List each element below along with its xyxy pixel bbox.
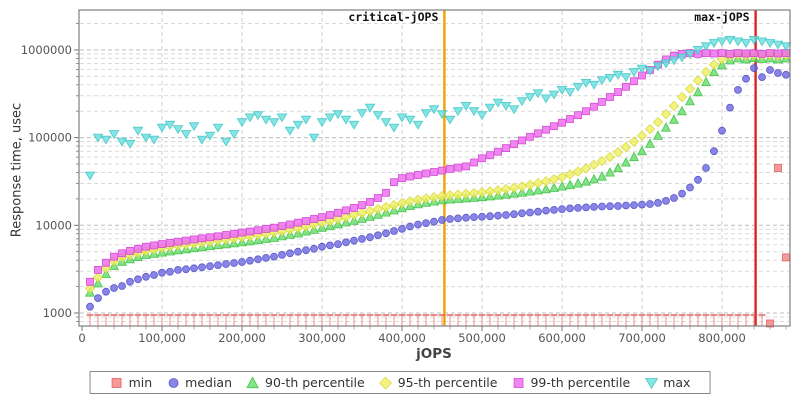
legend-marker-icon — [379, 376, 393, 389]
y-axis-title: Response time, usec — [9, 102, 25, 238]
series-95-th-percentile — [84, 49, 792, 294]
legend-item-max: max — [644, 375, 690, 390]
x-tick-label: 500,000 — [458, 331, 506, 345]
legend-item-label: 99-th percentile — [530, 375, 631, 390]
legend-marker-icon — [168, 377, 179, 388]
x-tick-label: 800,000 — [698, 331, 746, 345]
x-tick-label: 700,000 — [618, 331, 666, 345]
y-tick-label: 100000 — [28, 131, 72, 145]
series-median — [86, 64, 790, 311]
x-tick-label: 400,000 — [378, 331, 426, 345]
y-tick-label: 1000000 — [21, 43, 72, 57]
legend-item-label: 95-th percentile — [397, 375, 498, 390]
legend-item-label: max — [663, 375, 691, 390]
legend-item-90-th-percentile: 90-th percentile — [246, 375, 365, 390]
legend: min median 90-th percentile 95-th percentil… — [89, 371, 711, 394]
series-max — [84, 36, 792, 181]
legend-marker-icon — [644, 377, 658, 389]
legend-item-label: median — [185, 375, 232, 390]
x-tick-label: 200,000 — [218, 331, 266, 345]
x-tick-label: 0 — [78, 331, 85, 345]
x-tick-label: 300,000 — [298, 331, 346, 345]
x-tick-label: 600,000 — [538, 331, 586, 345]
legend-item-label: min — [128, 375, 153, 390]
series-min — [86, 164, 790, 328]
legend-item-median: median — [166, 375, 232, 390]
y-tick-label: 1000 — [43, 306, 72, 320]
legend-marker-icon — [111, 377, 122, 388]
legend-marker-icon — [246, 375, 260, 388]
annotation-label: critical-jOPS — [348, 10, 438, 24]
legend-marker-icon — [513, 377, 524, 388]
x-axis-title: jOPS — [416, 346, 452, 362]
legend-item-min: min — [110, 375, 153, 390]
legend-item-95-th-percentile: 95-th percentile — [379, 375, 498, 390]
legend-item-99-th-percentile: 99-th percentile — [511, 375, 630, 390]
annotation-label: max-jOPS — [694, 10, 749, 24]
y-tick-label: 10000 — [35, 218, 72, 232]
series-99-th-percentile — [86, 49, 790, 286]
x-tick-label: 100,000 — [138, 331, 186, 345]
legend-item-label: 90-th percentile — [265, 375, 365, 390]
